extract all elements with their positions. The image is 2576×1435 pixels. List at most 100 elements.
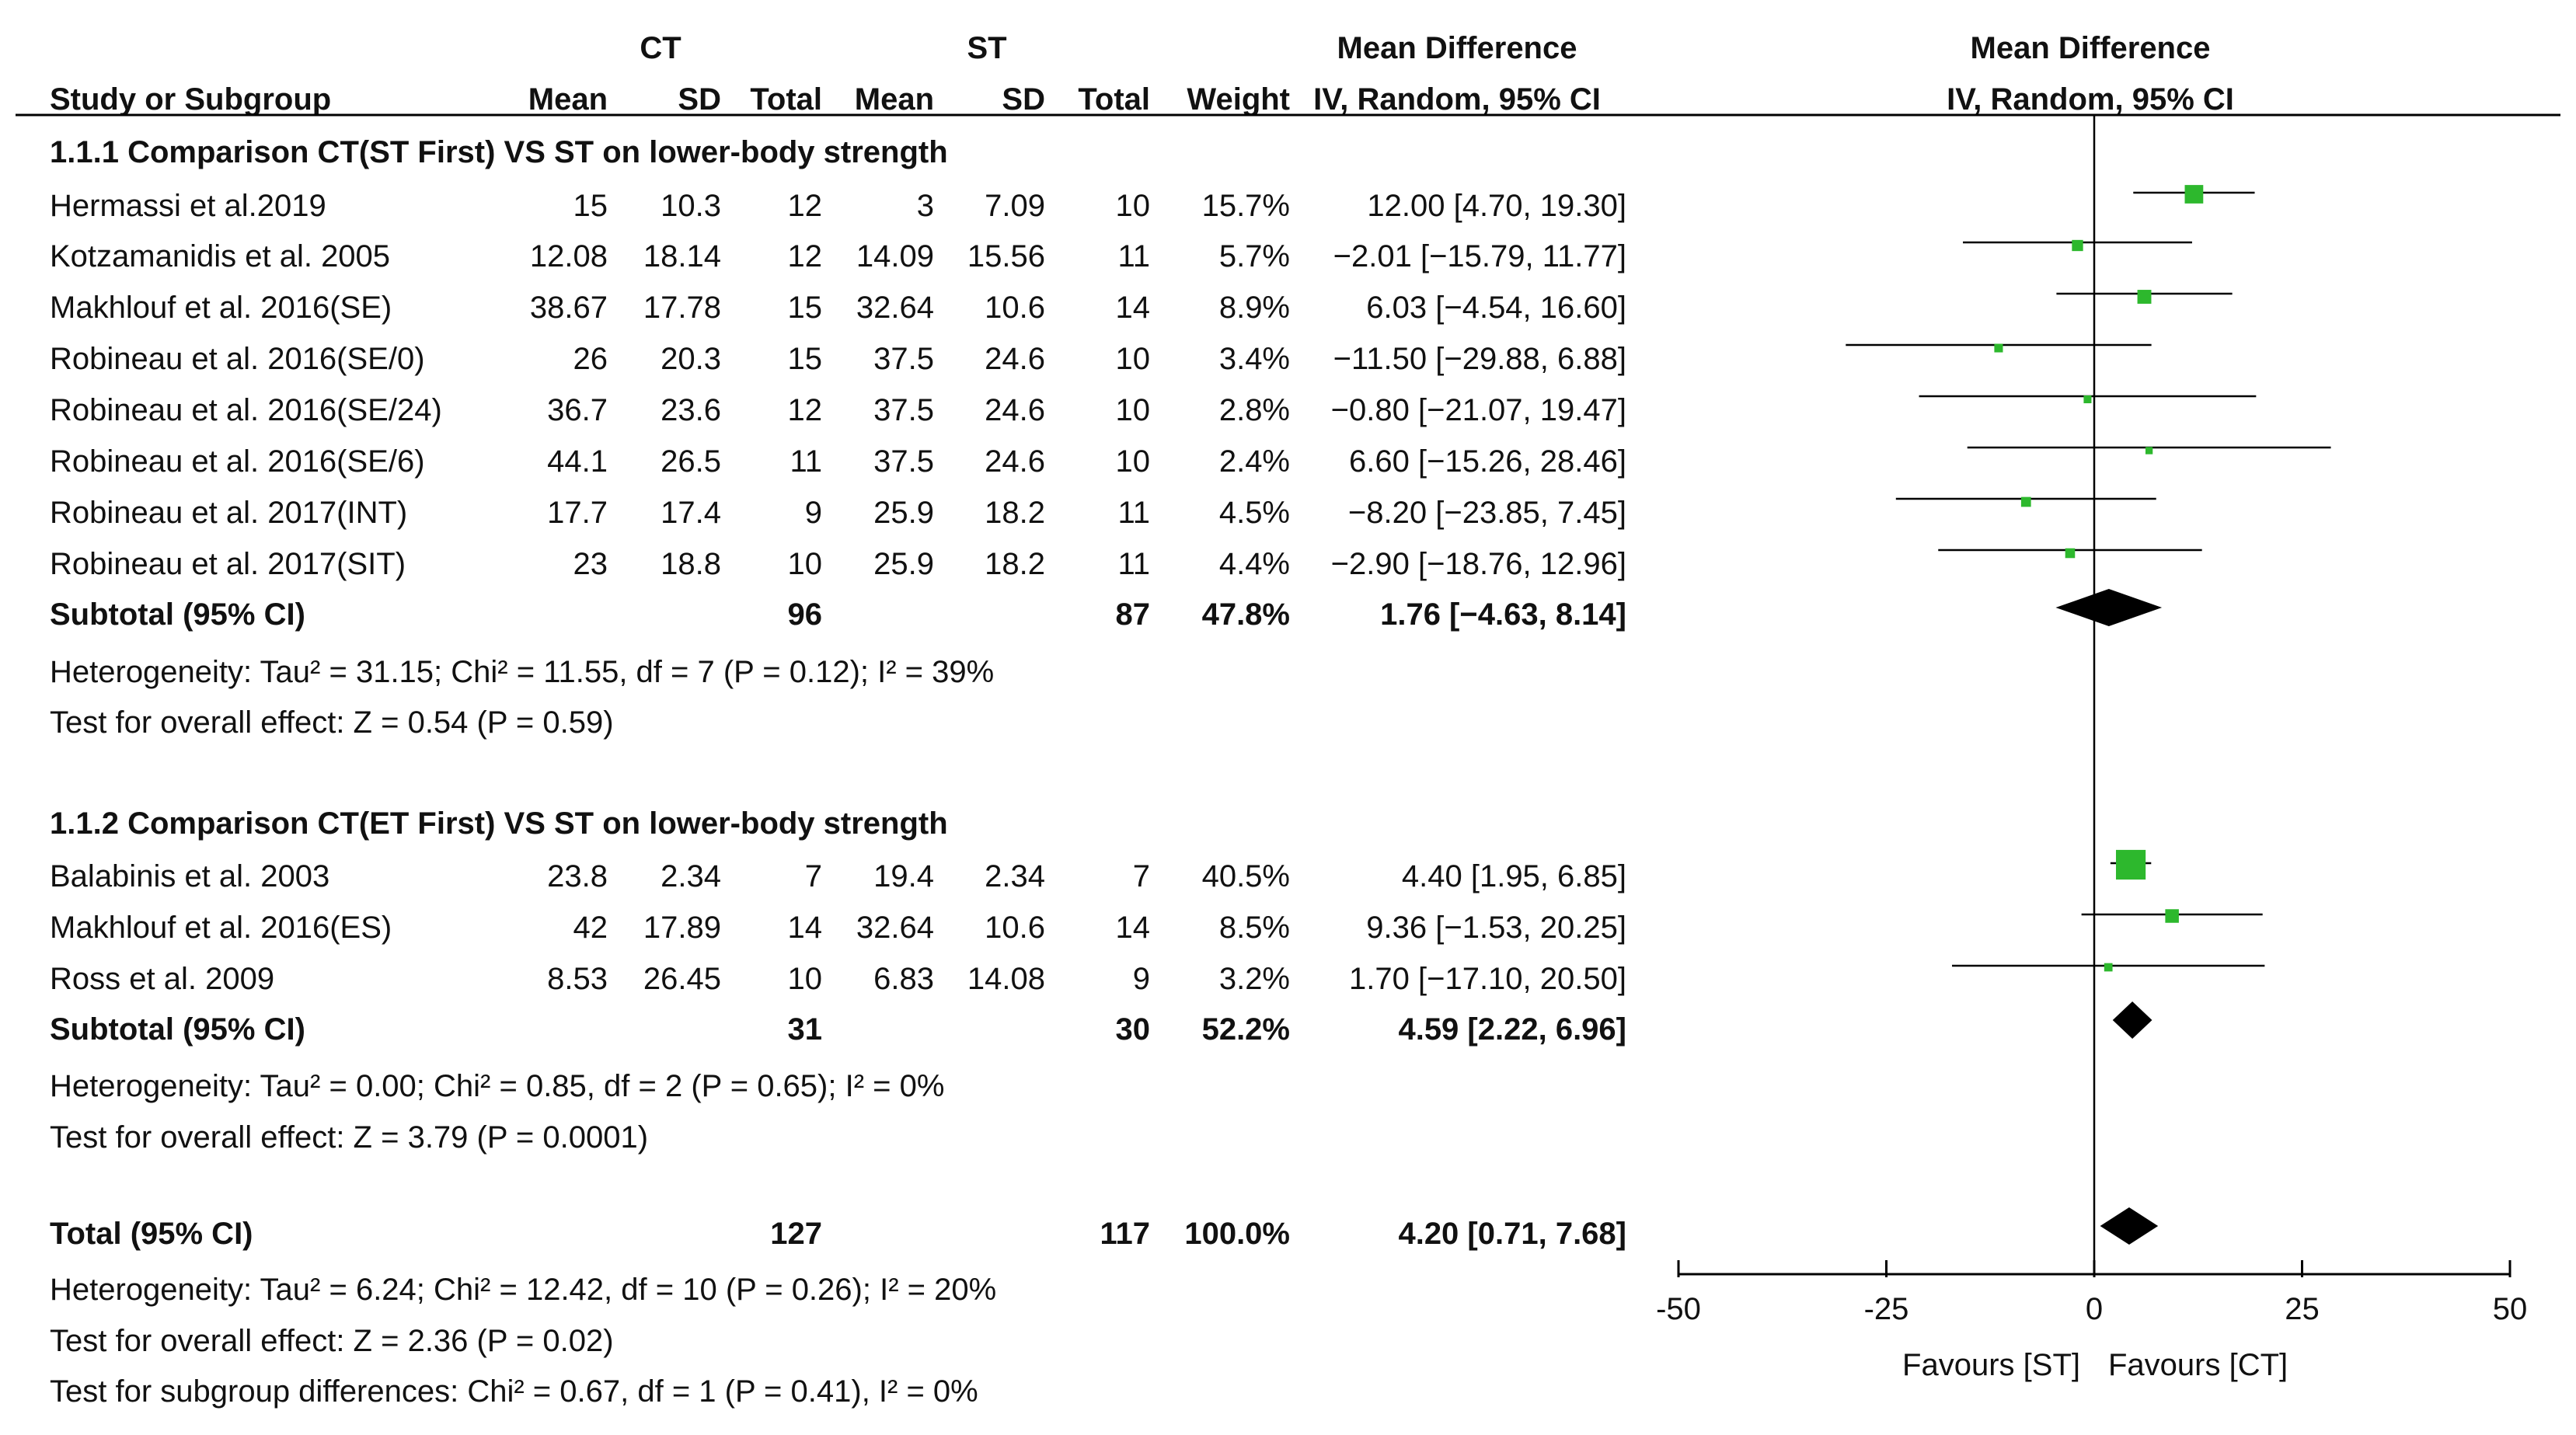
study-name: Kotzamanidis et al. 2005 [50, 239, 391, 273]
weight: 8.5% [1218, 911, 1290, 945]
st-sd: 18.2 [985, 547, 1045, 581]
overall-effect-text: Test for overall effect: Z = 0.54 (P = 0… [50, 705, 614, 740]
study-point [2145, 447, 2153, 455]
ct-sd: 18.14 [643, 239, 721, 273]
study-point [1994, 343, 2003, 353]
st-sd: 10.6 [985, 911, 1045, 945]
x-tick-label: -25 [1864, 1292, 1909, 1326]
study-name: Balabinis et al. 2003 [50, 859, 330, 893]
st-sd: 2.34 [985, 859, 1045, 893]
st-mean-header: Mean [854, 82, 934, 117]
mean-difference-ci: −0.80 [−21.07, 19.47] [1330, 393, 1626, 427]
st-sd-header: SD [1002, 82, 1045, 117]
study-point [2072, 239, 2083, 252]
st-mean: 37.5 [873, 342, 934, 376]
st-total: 11 [1117, 547, 1150, 581]
study-name: Robineau et al. 2016(SE/6) [50, 444, 425, 479]
ct-mean: 23 [573, 547, 608, 581]
st-sd: 15.56 [967, 239, 1045, 273]
weight: 15.7% [1201, 189, 1290, 223]
mean-difference-ci: 4.59 [2.22, 6.96] [1398, 1012, 1626, 1047]
st-sd: 18.2 [985, 496, 1045, 530]
st-total: 10 [1115, 444, 1151, 479]
study-name: Makhlouf et al. 2016(ES) [50, 911, 392, 945]
st-total: 87 [1115, 597, 1151, 632]
x-tick-label: 0 [2086, 1292, 2103, 1326]
ct-sd: 2.34 [661, 859, 721, 893]
favours-right-label: Favours [CT] [2108, 1348, 2288, 1382]
study-name: Robineau et al. 2017(INT) [50, 496, 408, 530]
st-mean: 37.5 [873, 393, 934, 427]
st-mean: 32.64 [856, 291, 934, 325]
ct-sd: 26.5 [661, 444, 721, 479]
ct-sd: 23.6 [661, 393, 721, 427]
x-tick-label: -50 [1656, 1292, 1701, 1326]
st-mean: 14.09 [856, 239, 934, 273]
weight: 100.0% [1184, 1217, 1290, 1251]
ct-total: 10 [787, 547, 823, 581]
st-total: 11 [1117, 496, 1150, 530]
mean-difference-ci: 12.00 [4.70, 19.30] [1367, 189, 1626, 223]
st-sd: 24.6 [985, 393, 1045, 427]
summary-diamond [2100, 1207, 2159, 1245]
ct-total: 9 [804, 496, 822, 530]
md-column-title: Mean Difference [1337, 31, 1577, 65]
ct-total: 14 [787, 911, 823, 945]
x-tick-label: 25 [2285, 1292, 2320, 1326]
favours-left-label: Favours [ST] [1902, 1348, 2080, 1382]
mean-difference-ci: −2.01 [−15.79, 11.77] [1333, 239, 1626, 273]
ct-sd: 20.3 [661, 342, 721, 376]
st-total: 10 [1115, 342, 1151, 376]
ct-total: 96 [787, 597, 823, 632]
mean-difference-ci: 4.40 [1.95, 6.85] [1401, 859, 1626, 893]
subgroup-differences-text: Test for subgroup differences: Chi² = 0.… [50, 1374, 978, 1409]
weight: 8.9% [1218, 291, 1290, 325]
st-mean: 25.9 [873, 496, 934, 530]
subgroup-title: 1.1.2 Comparison CT(ET First) VS ST on l… [50, 806, 948, 841]
st-total: 14 [1115, 911, 1151, 945]
st-total-header: Total [1078, 82, 1150, 117]
weight: 3.2% [1218, 962, 1290, 996]
mean-difference-ci: 9.36 [−1.53, 20.25] [1366, 911, 1626, 945]
ct-total: 11 [790, 444, 822, 479]
weight: 5.7% [1218, 239, 1290, 273]
study-name: Ross et al. 2009 [50, 962, 275, 996]
ct-total: 127 [770, 1217, 822, 1251]
ct-sd: 17.78 [643, 291, 721, 325]
study-point [2104, 963, 2113, 972]
st-mean: 6.83 [873, 962, 934, 996]
heterogeneity-text: Heterogeneity: Tau² = 31.15; Chi² = 11.5… [50, 655, 995, 689]
ct-total: 12 [787, 393, 823, 427]
subtotal-label: Subtotal (95% CI) [50, 597, 305, 632]
weight: 2.8% [1218, 393, 1290, 427]
total-heterogeneity-text: Heterogeneity: Tau² = 6.24; Chi² = 12.42… [50, 1273, 997, 1307]
plot-title: Mean Difference [1970, 31, 2211, 65]
ct-mean: 38.67 [529, 291, 608, 325]
st-sd: 24.6 [985, 444, 1045, 479]
st-total: 9 [1132, 962, 1150, 996]
st-total: 11 [1117, 239, 1150, 273]
mean-difference-ci: 6.03 [−4.54, 16.60] [1366, 291, 1626, 325]
summary-diamond [2112, 1001, 2152, 1039]
x-tick-label: 50 [2493, 1292, 2528, 1326]
st-total: 10 [1115, 393, 1151, 427]
ct-mean: 17.7 [547, 496, 608, 530]
ct-total: 15 [787, 342, 823, 376]
study-point [2115, 849, 2146, 880]
ct-total: 12 [787, 189, 823, 223]
ct-group-header: CT [640, 31, 681, 65]
summary-diamond [2055, 589, 2163, 626]
weight: 40.5% [1201, 859, 1290, 893]
ct-mean: 15 [573, 189, 608, 223]
study-name: Robineau et al. 2017(SIT) [50, 547, 406, 581]
st-mean: 3 [916, 189, 934, 223]
mean-difference-ci: 6.60 [−15.26, 28.46] [1349, 444, 1626, 479]
ct-total: 15 [787, 291, 823, 325]
weight: 3.4% [1218, 342, 1290, 376]
st-mean: 32.64 [856, 911, 934, 945]
st-mean: 25.9 [873, 547, 934, 581]
weight: 47.8% [1201, 597, 1290, 632]
subtotal-label: Total (95% CI) [50, 1217, 253, 1251]
ct-total: 12 [787, 239, 823, 273]
subtotal-label: Subtotal (95% CI) [50, 1012, 305, 1047]
